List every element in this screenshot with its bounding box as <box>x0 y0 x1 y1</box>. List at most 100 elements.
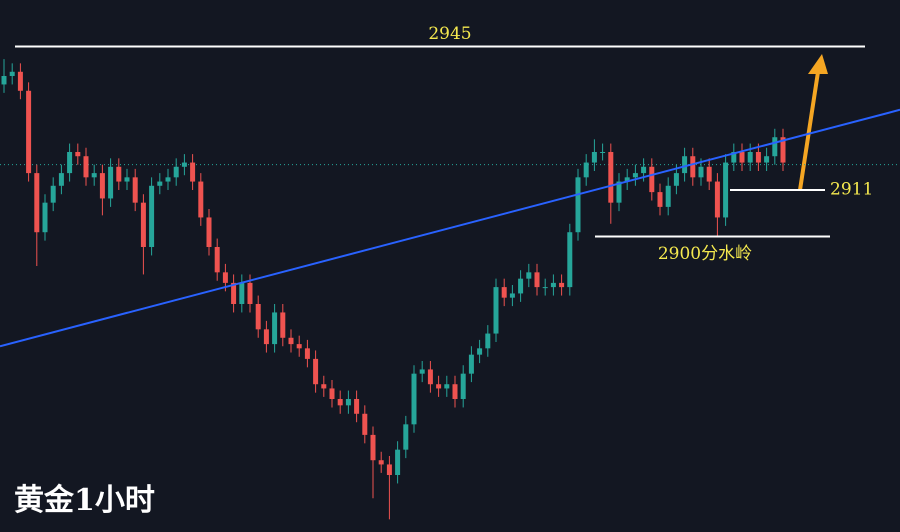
candle-body <box>362 413 368 435</box>
candle-body <box>239 282 245 304</box>
candle-body <box>337 399 343 406</box>
candle-body <box>747 152 753 163</box>
candle-body <box>649 166 655 193</box>
candle-body <box>485 333 491 349</box>
chart-title: 黄金1小时 <box>14 483 155 518</box>
candle-body <box>345 399 351 406</box>
candle-body <box>140 202 146 247</box>
candle-body <box>706 166 712 182</box>
candle-body <box>9 71 15 76</box>
candle-body <box>411 373 417 425</box>
candle-body <box>509 293 515 298</box>
candle-body <box>67 152 73 174</box>
candle-body <box>468 354 474 374</box>
candle-body <box>460 373 466 399</box>
candle-body <box>591 152 597 163</box>
candle-body <box>739 152 745 163</box>
candle-body <box>214 247 220 273</box>
candle-body <box>518 278 524 294</box>
level-label: 2945 <box>428 24 471 44</box>
candle-body <box>272 312 278 345</box>
candle-body <box>198 181 204 218</box>
candle-body <box>263 329 269 345</box>
candle-body <box>132 177 138 203</box>
candle-body <box>723 162 729 218</box>
candle-body <box>657 192 663 207</box>
candle-body <box>50 185 56 203</box>
arrow-head <box>808 54 828 74</box>
candle-body <box>534 272 540 288</box>
candle-body <box>17 71 23 91</box>
candle-body <box>206 217 212 247</box>
candle-body <box>378 460 384 465</box>
candle-body <box>58 173 64 186</box>
candle-body <box>108 166 114 199</box>
arrow-shaft <box>798 71 820 191</box>
candle-body <box>616 181 622 203</box>
candle-body <box>173 166 179 178</box>
candle-body <box>386 464 392 475</box>
candle-body <box>755 152 761 163</box>
candle-body <box>149 185 155 247</box>
candle-body <box>26 90 32 174</box>
candle-body <box>641 166 647 174</box>
candle-body <box>764 156 770 163</box>
candle-body <box>559 282 565 288</box>
candle-body <box>444 384 450 389</box>
candle-body <box>780 137 786 163</box>
candle-body <box>682 156 688 174</box>
candle-body <box>370 434 376 461</box>
candle-body <box>501 287 507 298</box>
candle-body <box>436 384 442 389</box>
candle-body <box>427 369 433 385</box>
candle-body <box>575 177 581 233</box>
candle-body <box>42 202 48 233</box>
candle-body <box>329 388 335 399</box>
candle-body <box>698 166 704 178</box>
candle-body <box>222 272 228 283</box>
candle-body <box>313 358 319 385</box>
candle-body <box>624 177 630 182</box>
trendline <box>0 108 900 348</box>
candle-body <box>280 312 286 338</box>
candle-body <box>304 348 310 359</box>
candle-body <box>321 384 327 389</box>
candle-body <box>91 173 97 178</box>
candle-body <box>83 156 89 178</box>
candle-body <box>165 177 171 182</box>
candle-body <box>231 282 237 304</box>
level-label: 2900分水岭 <box>658 244 752 264</box>
candle-body <box>124 177 130 182</box>
candle-body <box>731 152 737 163</box>
candle-body <box>526 272 532 279</box>
candle-body <box>296 344 302 349</box>
candle-body <box>255 304 261 330</box>
candle-body <box>600 152 606 153</box>
candle-body <box>181 162 187 167</box>
candle-body <box>583 162 589 178</box>
candle-body <box>157 181 163 186</box>
candle-body <box>190 162 196 182</box>
candle-body <box>567 232 573 288</box>
candle-body <box>550 282 556 288</box>
candle-body <box>247 282 253 304</box>
candle-body <box>690 156 696 178</box>
candle-body <box>116 166 122 182</box>
candle-body <box>542 287 548 289</box>
candle-body <box>288 337 294 345</box>
candle-body <box>99 173 105 199</box>
candle-body <box>714 181 720 218</box>
candle-body <box>403 424 409 450</box>
candle-body <box>34 173 40 233</box>
candle-body <box>493 287 499 334</box>
candle-body <box>395 449 401 475</box>
candle-body <box>632 173 638 178</box>
candle-body <box>1 76 7 85</box>
candle-body <box>772 137 778 157</box>
candle-body <box>608 152 614 203</box>
candle-body <box>452 384 458 399</box>
candle-body <box>477 348 483 355</box>
candle-body <box>75 152 81 157</box>
candle-body <box>419 369 425 374</box>
